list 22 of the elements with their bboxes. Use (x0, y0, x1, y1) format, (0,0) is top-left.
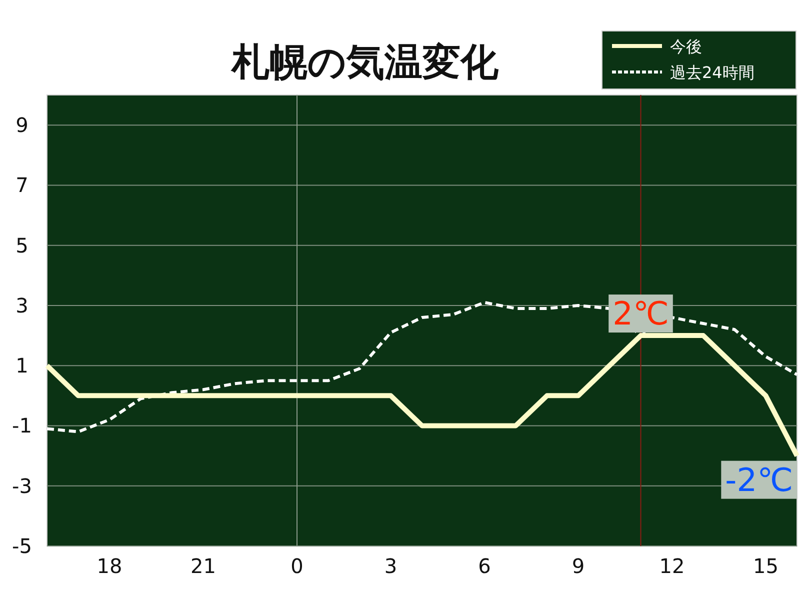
y-tick-label: 9 (16, 113, 28, 138)
legend-label: 今後 (670, 37, 702, 56)
annotation: 2℃ (612, 294, 669, 333)
legend-label: 過去24時間 (670, 63, 754, 82)
x-tick-label: 6 (478, 554, 491, 578)
x-tick-label: 3 (384, 554, 398, 578)
y-tick-label: -3 (12, 474, 32, 498)
x-tick-label: 12 (659, 554, 685, 578)
y-tick-label: -1 (12, 414, 32, 438)
annotation: -2℃ (725, 460, 793, 499)
x-tick-label: 0 (290, 554, 304, 578)
x-tick-label: 9 (572, 554, 585, 578)
x-tick-label: 21 (190, 554, 216, 578)
y-tick-label: 7 (16, 173, 28, 198)
chart-title: 札幌の気温変化 (230, 40, 500, 84)
y-tick-label: 3 (16, 293, 28, 318)
line-series (46, 300, 798, 434)
x-tick-label: 15 (753, 554, 778, 578)
y-tick-label: -5 (12, 534, 32, 558)
x-tick-label: 18 (96, 554, 122, 578)
y-tick-label: 1 (16, 354, 28, 378)
y-tick-label: 5 (16, 233, 28, 258)
